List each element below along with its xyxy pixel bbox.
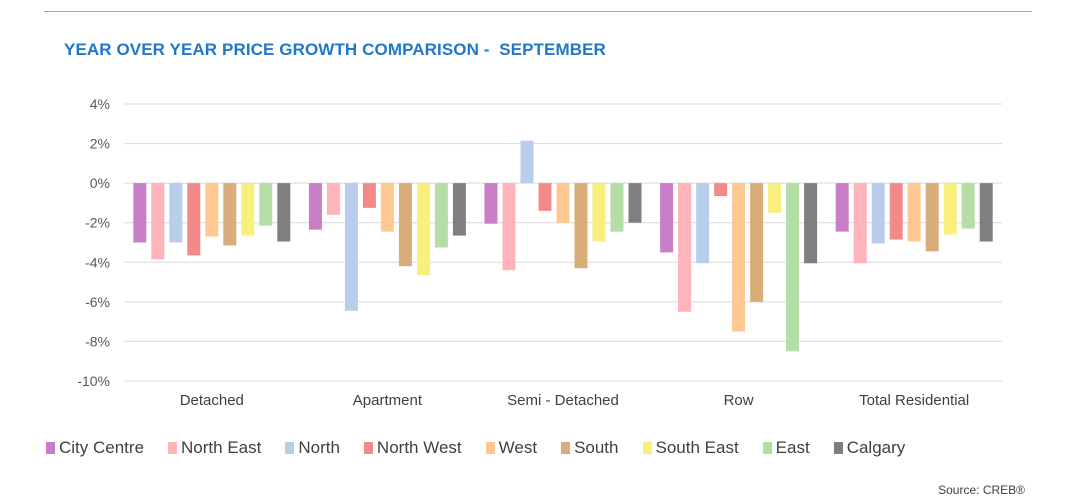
- bar-north-west: [538, 183, 552, 211]
- bar-north-east: [678, 183, 692, 312]
- bar-calgary: [979, 183, 993, 242]
- legend-label: South East: [655, 438, 739, 457]
- legend-label: City Centre: [59, 438, 145, 457]
- bar-south: [925, 183, 939, 252]
- bar-north: [696, 183, 710, 264]
- bar-calgary: [628, 183, 642, 223]
- legend-label: East: [775, 438, 810, 457]
- legend-swatch: [168, 442, 178, 454]
- bar-west: [732, 183, 746, 332]
- bar-south-east: [943, 183, 957, 235]
- bar-south: [574, 183, 588, 269]
- bar-west: [907, 183, 921, 242]
- bar-north-east: [326, 183, 340, 215]
- bar-south-east: [768, 183, 782, 213]
- category-label: Apartment: [353, 392, 423, 409]
- bar-north-east: [853, 183, 867, 264]
- bar-south-east: [416, 183, 430, 276]
- source-note: Source: CREB®: [938, 483, 1025, 497]
- bar-south: [223, 183, 237, 246]
- bar-calgary: [277, 183, 291, 242]
- bar-east: [961, 183, 975, 229]
- bar-north-west: [714, 183, 728, 197]
- legend-item: South: [561, 438, 619, 458]
- y-tick-label: -4%: [85, 254, 110, 270]
- bar-north-east: [502, 183, 516, 271]
- bar-north-east: [151, 183, 165, 260]
- bar-east: [259, 183, 273, 226]
- bar-east: [434, 183, 448, 248]
- bar-east: [610, 183, 624, 232]
- bars: [133, 140, 993, 352]
- bar-city-centre: [660, 183, 674, 253]
- category-label: Total Residential: [859, 392, 969, 409]
- legend-swatch: [485, 442, 495, 454]
- legend-label: West: [498, 438, 538, 457]
- legend-swatch: [642, 442, 652, 454]
- bar-north-west: [187, 183, 201, 256]
- legend-label: North West: [376, 438, 462, 457]
- legend-item: City Centre: [46, 438, 144, 458]
- legend-swatch: [363, 442, 373, 454]
- bar-north-west: [889, 183, 903, 240]
- legend-swatch: [561, 442, 571, 454]
- bar-east: [786, 183, 800, 352]
- bar-city-centre: [835, 183, 849, 232]
- bar-west: [380, 183, 394, 232]
- legend-label: Calgary: [846, 438, 906, 457]
- top-divider: [44, 11, 1032, 12]
- bar-city-centre: [308, 183, 322, 230]
- category-label: Detached: [180, 392, 244, 409]
- category-label: Semi - Detached: [507, 392, 619, 409]
- legend-item: North: [285, 438, 340, 458]
- y-tick-label: -2%: [85, 215, 110, 231]
- legend-item: West: [485, 438, 538, 458]
- bar-city-centre: [484, 183, 498, 224]
- chart-title: YEAR OVER YEAR PRICE GROWTH COMPARISON -…: [64, 40, 606, 59]
- y-tick-label: -8%: [85, 333, 110, 349]
- category-label: Row: [724, 392, 754, 409]
- bar-city-centre: [133, 183, 147, 243]
- y-tick-label: 4%: [90, 96, 110, 112]
- bar-south: [398, 183, 412, 267]
- legend-swatch: [285, 442, 295, 454]
- legend-label: North East: [181, 438, 262, 457]
- bar-north: [520, 140, 534, 184]
- bar-calgary: [804, 183, 818, 264]
- legend-label: North: [298, 438, 340, 457]
- y-axis-ticks: 4% 2% 0% -2% -4% -6% -8% -10%: [77, 96, 110, 389]
- bar-north: [169, 183, 183, 243]
- bar-south: [750, 183, 764, 302]
- bar-north: [344, 183, 358, 311]
- legend-swatch: [833, 442, 843, 454]
- legend-item: North East: [168, 438, 261, 458]
- bar-chart: 4% 2% 0% -2% -4% -6% -8% -10% Detached Apartment…: [77, 96, 1002, 409]
- y-tick-label: 2%: [90, 136, 110, 152]
- bar-north: [871, 183, 885, 244]
- x-axis-categories: Detached Apartment Semi - Detached Row Total…: [180, 392, 970, 409]
- y-tick-label: 0%: [90, 175, 110, 191]
- bar-calgary: [452, 183, 466, 236]
- bar-west: [205, 183, 219, 237]
- bar-north-west: [362, 183, 376, 208]
- legend: City Centre North East North North West West…: [46, 438, 929, 458]
- legend-swatch: [46, 442, 55, 454]
- y-tick-label: -10%: [77, 373, 110, 389]
- bar-south-east: [241, 183, 255, 236]
- gridlines: [124, 103, 1002, 382]
- legend-item: Calgary: [833, 438, 906, 458]
- y-tick-label: -6%: [85, 294, 110, 310]
- bar-west: [556, 183, 570, 223]
- legend-label: South: [574, 438, 619, 457]
- legend-item: East: [762, 438, 810, 458]
- legend-item: South East: [642, 438, 739, 458]
- legend-item: North West: [363, 438, 462, 458]
- bar-south-east: [592, 183, 606, 242]
- legend-swatch: [762, 442, 772, 454]
